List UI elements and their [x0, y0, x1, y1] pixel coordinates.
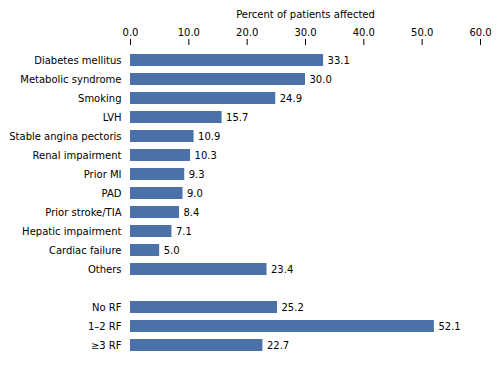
svg-text:50.0: 50.0	[411, 27, 433, 38]
svg-text:30.0: 30.0	[310, 74, 332, 85]
svg-text:Others: Others	[88, 264, 122, 275]
svg-text:9.0: 9.0	[187, 188, 203, 199]
svg-text:10.9: 10.9	[198, 131, 220, 142]
svg-text:15.7: 15.7	[226, 112, 248, 123]
svg-text:0.0: 0.0	[123, 27, 139, 38]
svg-text:1–2 RF: 1–2 RF	[88, 321, 122, 332]
svg-text:25.2: 25.2	[282, 302, 304, 313]
svg-text:LVH: LVH	[103, 112, 122, 123]
svg-text:22.7: 22.7	[267, 340, 289, 351]
svg-text:Stable angina pectoris: Stable angina pectoris	[9, 131, 121, 142]
svg-text:Prior stroke/TIA: Prior stroke/TIA	[45, 207, 121, 218]
svg-text:Smoking: Smoking	[78, 93, 121, 104]
svg-text:Percent of patients affected: Percent of patients affected	[236, 9, 375, 20]
svg-text:40.0: 40.0	[353, 27, 375, 38]
svg-text:PAD: PAD	[102, 188, 122, 199]
svg-text:33.1: 33.1	[328, 55, 350, 66]
svg-text:60.0: 60.0	[469, 27, 491, 38]
svg-text:Renal impairment: Renal impairment	[33, 150, 122, 161]
svg-text:30.0: 30.0	[294, 27, 316, 38]
svg-text:7.1: 7.1	[176, 226, 192, 237]
svg-text:52.1: 52.1	[438, 321, 460, 332]
svg-text:Diabetes mellitus: Diabetes mellitus	[34, 55, 121, 66]
svg-text:9.3: 9.3	[189, 169, 205, 180]
svg-text:23.4: 23.4	[271, 264, 293, 275]
svg-text:≥3 RF: ≥3 RF	[91, 340, 122, 351]
svg-text:10.0: 10.0	[178, 27, 200, 38]
svg-text:Metabolic syndrome: Metabolic syndrome	[20, 74, 121, 85]
svg-text:20.0: 20.0	[236, 27, 258, 38]
svg-text:Prior MI: Prior MI	[84, 169, 122, 180]
svg-text:Hepatic impairment: Hepatic impairment	[22, 226, 121, 237]
svg-text:10.3: 10.3	[195, 150, 217, 161]
svg-text:No RF: No RF	[92, 302, 122, 313]
svg-text:8.4: 8.4	[184, 207, 200, 218]
svg-text:24.9: 24.9	[280, 93, 302, 104]
svg-text:Cardiac failure: Cardiac failure	[49, 245, 122, 256]
svg-text:5.0: 5.0	[164, 245, 180, 256]
